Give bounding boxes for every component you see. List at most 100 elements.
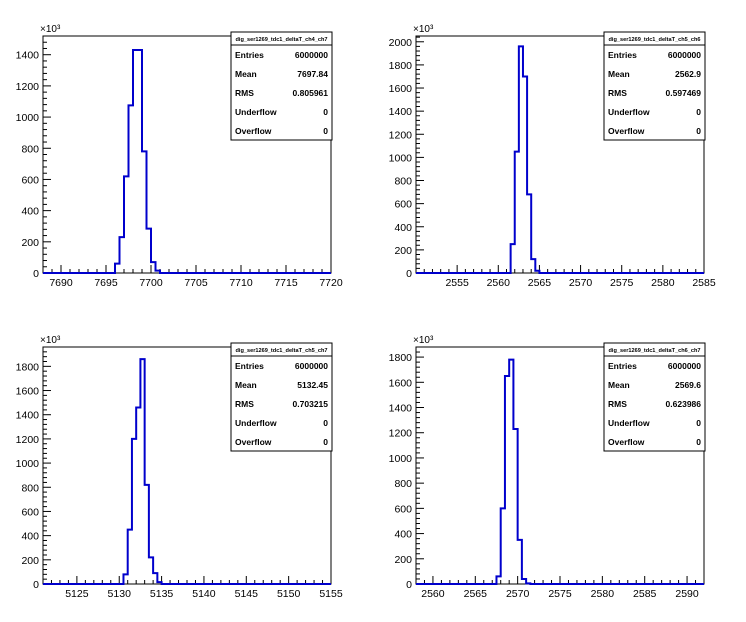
- y-multiplier-label: ×10³: [413, 24, 434, 35]
- stats-label: Underflow: [235, 107, 277, 117]
- x-tick-label: 2560: [487, 277, 511, 289]
- stats-value: 0: [696, 107, 701, 117]
- x-tick-label: 5155: [319, 588, 343, 600]
- y-tick-label: 200: [394, 245, 412, 257]
- y-tick-label: 1600: [389, 83, 413, 95]
- stats-box: [603, 342, 706, 452]
- stats-label: Overflow: [608, 126, 645, 136]
- histogram-title: dig_ser1269_tdc1_deltaT_ch4_ch7: [235, 37, 327, 43]
- histogram-pad-1: 7690 7695 7700 7705 7710 7715 7720 0 200 400 600 80…: [16, 24, 343, 289]
- y-tick-label: 200: [21, 555, 39, 567]
- y-tick-label: 0: [406, 268, 412, 280]
- stats-value: 0.597469: [666, 88, 702, 98]
- y-tick-label: 1000: [389, 453, 413, 465]
- histogram-title: dig_ser1269_tdc1_deltaT_ch6_ch7: [608, 348, 700, 354]
- stats-label: Entries: [235, 50, 264, 60]
- stats-value: 0: [323, 437, 328, 447]
- x-tick-label: 5130: [108, 588, 132, 600]
- x-tick-label: 5150: [277, 588, 301, 600]
- x-tick-label: 2585: [692, 277, 716, 289]
- stats-value: 0: [696, 437, 701, 447]
- y-tick-label: 1200: [16, 434, 40, 446]
- y-multiplier-label: ×10³: [40, 335, 61, 346]
- stats-label: Overflow: [235, 126, 272, 136]
- stats-label: Underflow: [235, 418, 277, 428]
- x-tick-label: 5140: [192, 588, 216, 600]
- y-tick-label: 1400: [16, 410, 40, 422]
- histogram-line: [416, 358, 704, 585]
- histogram-line: [416, 45, 704, 274]
- y-tick-label: 1800: [389, 352, 413, 364]
- stats-label: Overflow: [235, 437, 272, 447]
- stats-label: Overflow: [608, 437, 645, 447]
- stats-value: 0: [323, 126, 328, 136]
- y-multiplier-label: ×10³: [413, 335, 434, 346]
- y-tick-label: 1000: [16, 112, 40, 124]
- stats-label: Mean: [235, 380, 257, 390]
- y-tick-label: 600: [394, 503, 412, 515]
- stats-label: Mean: [235, 69, 257, 79]
- y-tick-label: 1800: [16, 361, 40, 373]
- y-tick-label: 600: [21, 506, 39, 518]
- y-tick-label: 1400: [389, 403, 413, 415]
- y-tick-label: 600: [21, 174, 39, 186]
- x-tick-label: 2560: [421, 588, 445, 600]
- y-tick-label: 1000: [389, 152, 413, 164]
- y-tick-label: 1000: [16, 458, 40, 470]
- y-tick-label: 800: [21, 482, 39, 494]
- x-tick-label: 7705: [184, 277, 208, 289]
- y-tick-label: 1200: [389, 428, 413, 440]
- y-multiplier-label: ×10³: [40, 24, 61, 35]
- y-tick-label: 1200: [16, 81, 40, 93]
- y-tick-label: 400: [21, 206, 39, 218]
- x-tick-label: 2570: [569, 277, 593, 289]
- y-tick-label: 1200: [389, 129, 413, 141]
- x-tick-label: 7710: [229, 277, 253, 289]
- stats-value: 0: [696, 418, 701, 428]
- x-tick-label: 2580: [591, 588, 615, 600]
- y-tick-label: 0: [33, 579, 39, 591]
- y-tick-label: 400: [394, 222, 412, 234]
- histogram-line: [43, 358, 331, 585]
- y-tick-label: 1600: [389, 377, 413, 389]
- histogram-line: [43, 49, 331, 274]
- x-tick-label: 2590: [675, 588, 699, 600]
- stats-value: 0: [696, 126, 701, 136]
- histogram-title: dig_ser1269_tdc1_deltaT_ch5_ch7: [235, 348, 327, 354]
- stats-value: 6000000: [668, 50, 701, 60]
- x-tick-label: 2575: [548, 588, 572, 600]
- x-tick-label: 5145: [235, 588, 259, 600]
- x-tick-label: 7720: [319, 277, 343, 289]
- y-tick-label: 400: [21, 531, 39, 543]
- y-tick-label: 800: [394, 176, 412, 188]
- x-tick-label: 7715: [274, 277, 298, 289]
- y-tick-label: 200: [21, 237, 39, 249]
- y-tick-label: 2000: [389, 37, 413, 49]
- y-tick-label: 1400: [16, 50, 40, 62]
- stats-value: 6000000: [295, 50, 328, 60]
- y-tick-label: 200: [394, 554, 412, 566]
- stats-label: Entries: [235, 361, 264, 371]
- histogram-pad-2: 2555 2560 2565 2570 2575 2580 2585 0 200 400 600 80…: [389, 24, 716, 289]
- y-tick-label: 0: [406, 579, 412, 591]
- stats-label: Underflow: [608, 418, 650, 428]
- y-tick-label: 0: [33, 268, 39, 280]
- y-tick-label: 800: [394, 478, 412, 490]
- stats-label: RMS: [235, 88, 254, 98]
- stats-box: [603, 31, 706, 141]
- stats-label: Entries: [608, 361, 637, 371]
- stats-label: Entries: [608, 50, 637, 60]
- stats-label: Mean: [608, 69, 630, 79]
- y-tick-label: 600: [394, 199, 412, 211]
- x-tick-label: 2575: [610, 277, 634, 289]
- x-tick-label: 2580: [651, 277, 675, 289]
- stats-value: 5132.45: [297, 380, 328, 390]
- stats-label: Mean: [608, 380, 630, 390]
- y-tick-label: 1800: [389, 60, 413, 72]
- stats-label: Underflow: [608, 107, 650, 117]
- histogram-pad-4: 2560 2565 2570 2575 2580 2585 2590 0 200 400 600 80…: [389, 335, 706, 600]
- stats-value: 6000000: [668, 361, 701, 371]
- x-tick-label: 5135: [150, 588, 174, 600]
- y-tick-label: 1400: [389, 106, 413, 118]
